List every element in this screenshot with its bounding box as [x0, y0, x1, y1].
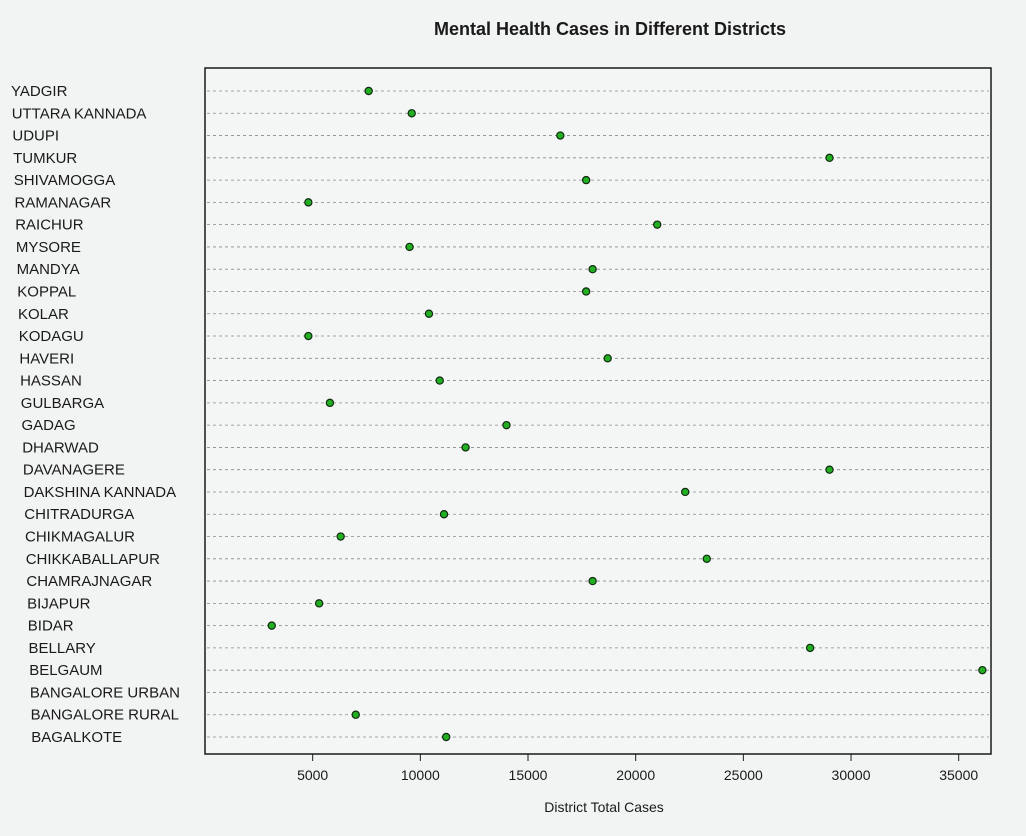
category-label: KOLAR	[18, 306, 69, 323]
category-label: BELLARY	[29, 640, 96, 657]
data-point	[439, 510, 449, 519]
category-label: SHIVAMOGGA	[14, 172, 115, 189]
chart-title: Mental Health Cases in Different Distric…	[434, 19, 786, 39]
x-tick-label: 25000	[724, 767, 763, 783]
x-tick-label: 15000	[509, 767, 548, 783]
category-label: KOPPAL	[17, 283, 76, 300]
data-point	[407, 109, 416, 118]
x-tick-label: 30000	[832, 767, 871, 783]
data-point	[681, 487, 690, 497]
x-axis-title: District Total Cases	[544, 799, 664, 815]
data-point	[588, 265, 597, 274]
category-label: MYSORE	[16, 239, 81, 256]
data-point	[825, 153, 834, 163]
x-tick-label: 10000	[401, 767, 440, 783]
x-tick-label: 35000	[939, 767, 978, 783]
category-label: BIJAPUR	[27, 595, 91, 612]
data-point	[805, 643, 815, 653]
x-axis-ticks: 5000 10000 15000 20000 25000 30000 35000	[297, 754, 978, 783]
x-tick-label: 20000	[616, 767, 655, 783]
data-point	[825, 465, 834, 474]
category-label: RAICHUR	[15, 217, 84, 234]
category-label: UTTARA KANNADA	[12, 105, 147, 122]
data-point	[435, 376, 444, 385]
category-label: GADAG	[22, 417, 76, 434]
category-label: BIDAR	[28, 618, 74, 635]
data-point	[581, 175, 591, 185]
category-label: CHIKKABALLAPUR	[26, 551, 160, 568]
category-label: UDUPI	[12, 128, 59, 145]
category-label: DHARWAD	[22, 439, 99, 456]
category-label: BELGAUM	[29, 662, 102, 679]
data-point	[502, 420, 511, 430]
data-point	[424, 309, 434, 318]
category-label: HASSAN	[20, 373, 82, 390]
category-label: YADGIR	[11, 83, 68, 100]
data-point	[325, 398, 335, 408]
data-point	[581, 287, 591, 296]
data-point	[351, 710, 360, 719]
plot-area	[204, 67, 992, 755]
category-label: DAKSHINA KANNADA	[24, 484, 177, 501]
data-point	[653, 220, 662, 229]
x-tick-label: 5000	[297, 767, 328, 783]
category-label: CHITRADURGA	[24, 506, 134, 523]
data-point	[978, 665, 987, 675]
data-point	[588, 576, 597, 586]
data-point	[603, 354, 612, 363]
data-point	[364, 86, 373, 96]
data-point	[304, 198, 313, 207]
category-label: TUMKUR	[13, 150, 77, 167]
data-point	[304, 331, 313, 341]
category-label: BAGALKOTE	[31, 729, 122, 746]
data-point	[405, 242, 414, 252]
category-label: KODAGU	[19, 328, 84, 345]
category-label: DAVANAGERE	[23, 462, 125, 479]
data-points	[267, 86, 987, 742]
data-point	[556, 131, 565, 140]
category-label: RAMANAGAR	[15, 194, 112, 211]
category-label: CHAMRAJNAGAR	[26, 573, 152, 590]
category-label: BANGALORE RURAL	[31, 707, 179, 724]
data-point	[314, 599, 324, 608]
data-point	[267, 621, 276, 630]
grid-lines	[207, 90, 989, 738]
data-point	[441, 732, 451, 742]
category-label: BANGALORE URBAN	[30, 684, 180, 701]
data-point	[336, 532, 345, 541]
category-label: CHIKMAGALUR	[25, 529, 135, 546]
category-label: HAVERI	[19, 350, 74, 367]
category-label: GULBARGA	[21, 395, 104, 412]
category-labels: YADGIR UTTARA KANNADA UDUPI TUMKUR SHIVAMOGG…	[11, 83, 180, 746]
data-point	[702, 554, 711, 563]
category-label: MANDYA	[17, 261, 80, 278]
data-point	[461, 443, 470, 452]
